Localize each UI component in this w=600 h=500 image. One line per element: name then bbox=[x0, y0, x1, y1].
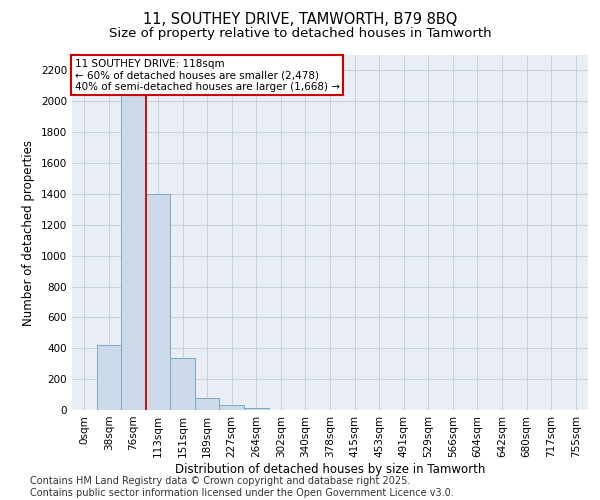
Y-axis label: Number of detached properties: Number of detached properties bbox=[22, 140, 35, 326]
Text: Size of property relative to detached houses in Tamworth: Size of property relative to detached ho… bbox=[109, 28, 491, 40]
Bar bbox=[244, 408, 269, 410]
Bar bbox=[195, 398, 220, 410]
Text: Contains HM Land Registry data © Crown copyright and database right 2025.
Contai: Contains HM Land Registry data © Crown c… bbox=[30, 476, 454, 498]
X-axis label: Distribution of detached houses by size in Tamworth: Distribution of detached houses by size … bbox=[175, 462, 485, 475]
Bar bbox=[121, 86, 146, 410]
Text: 11, SOUTHEY DRIVE, TAMWORTH, B79 8BQ: 11, SOUTHEY DRIVE, TAMWORTH, B79 8BQ bbox=[143, 12, 457, 28]
Text: 11 SOUTHEY DRIVE: 118sqm
← 60% of detached houses are smaller (2,478)
40% of sem: 11 SOUTHEY DRIVE: 118sqm ← 60% of detach… bbox=[74, 58, 340, 92]
Bar bbox=[146, 194, 170, 410]
Bar bbox=[97, 345, 121, 410]
Bar bbox=[220, 404, 244, 410]
Bar bbox=[170, 358, 195, 410]
